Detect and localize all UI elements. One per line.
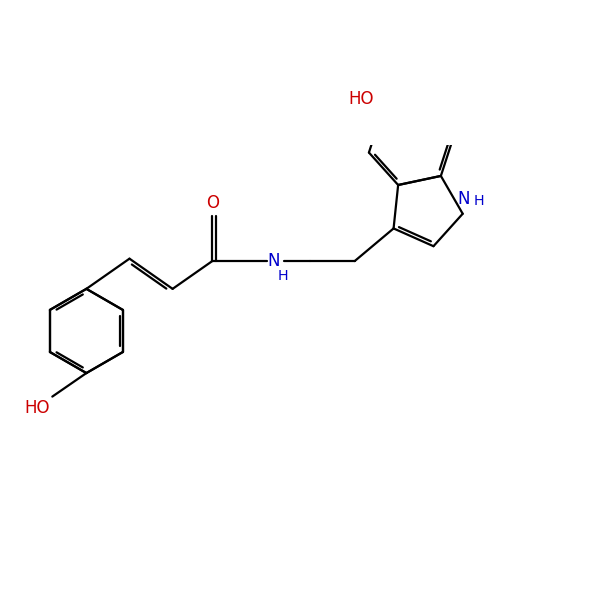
- Text: N: N: [457, 190, 470, 208]
- Text: H: H: [474, 194, 484, 208]
- Text: N: N: [268, 252, 280, 270]
- Text: O: O: [206, 194, 219, 212]
- Text: H: H: [278, 269, 289, 283]
- Text: HO: HO: [25, 399, 50, 417]
- Text: HO: HO: [348, 90, 374, 108]
